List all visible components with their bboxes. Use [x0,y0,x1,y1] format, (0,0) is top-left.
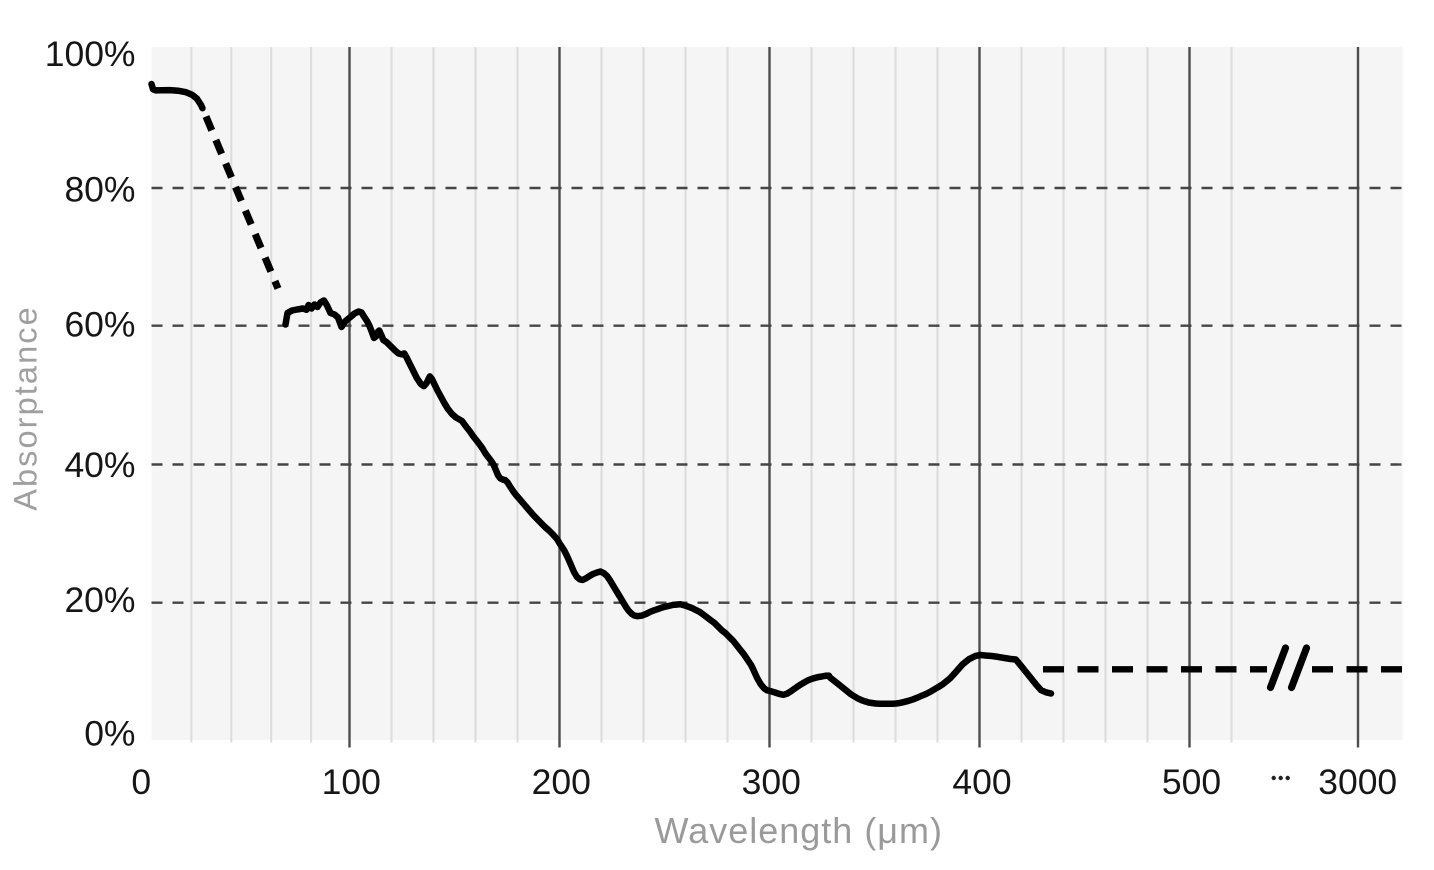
svg-text:60%: 60% [64,304,135,344]
svg-text:3000: 3000 [1318,762,1397,802]
svg-text:500: 500 [1162,762,1221,802]
svg-text:80%: 80% [64,170,135,210]
svg-text:Wavelength (μm): Wavelength (μm) [655,810,943,851]
svg-text:0%: 0% [84,714,135,754]
svg-text:100%: 100% [45,34,136,74]
svg-text:Absorptance: Absorptance [8,305,44,511]
svg-text:0: 0 [131,762,151,802]
svg-text:100: 100 [322,762,381,802]
svg-text:40%: 40% [64,445,135,485]
svg-text:300: 300 [742,762,801,802]
svg-text:200: 200 [532,762,591,802]
svg-text:20%: 20% [64,580,135,620]
svg-text:400: 400 [952,762,1011,802]
